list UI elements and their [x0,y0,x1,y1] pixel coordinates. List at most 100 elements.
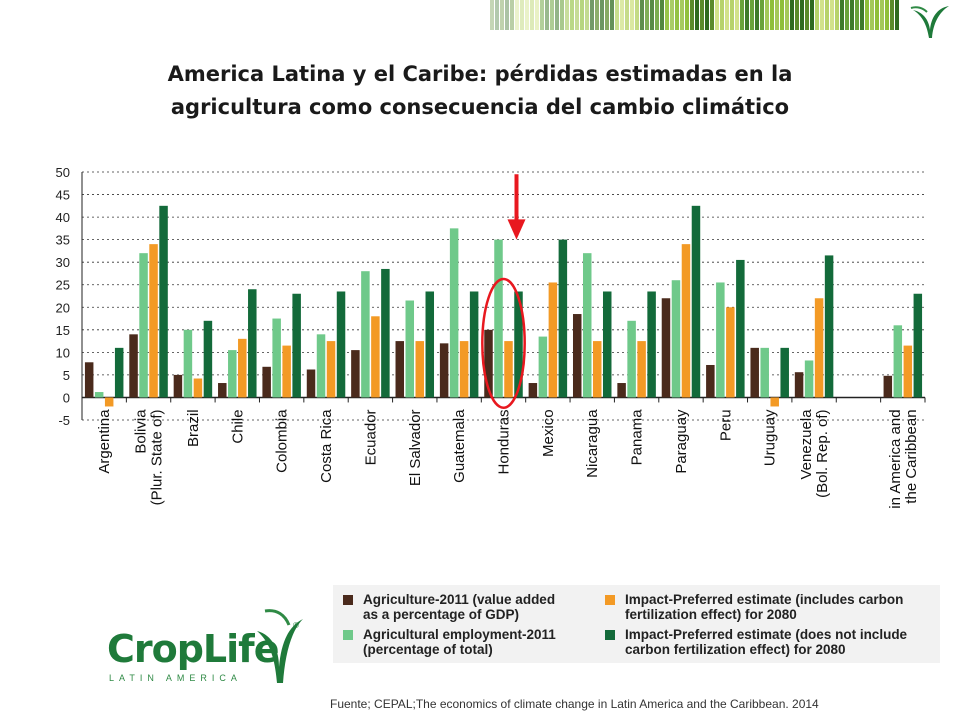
band-stripe [645,0,649,30]
bar-agri-gdp [439,343,449,398]
band-stripe [650,0,654,30]
x-tick-label: Argentina [96,409,113,474]
bar-impact-cf [326,341,336,398]
bar-agri-gdp [173,374,183,398]
x-tick-label: Paraguay [673,409,690,474]
bar-impact-nocf [647,291,656,398]
highlight-arrow-head [507,219,526,240]
y-tick-label: 15 [56,323,70,338]
bar-impact-cf [282,345,291,398]
band-stripe [625,0,629,30]
x-tick-label: Peru [717,409,734,441]
bar-agri-gdp [572,314,582,398]
bar-agri-gdp [395,341,405,398]
band-stripe [490,0,494,30]
y-tick-label: -5 [58,413,70,428]
y-tick-label: 35 [56,233,70,248]
chart-title: America Latina y el Caribe: pérdidas est… [167,62,793,119]
bar-impact-nocf [780,347,789,398]
band-stripe [710,0,714,30]
bar-impact-cf [637,341,646,398]
bar-agri-gdp [306,369,316,398]
band-stripe [885,0,889,30]
band-stripe [630,0,634,30]
bar-agri-gdp [84,362,94,398]
bar-impact-cf [681,244,691,398]
band-stripe [655,0,659,30]
band-stripe [580,0,584,30]
band-stripe [785,0,789,30]
bar-agri-emp [716,282,725,398]
x-tick-label: Colombia [274,409,291,473]
band-stripe [660,0,664,30]
band-stripe [550,0,554,30]
band-stripe [595,0,599,30]
band-stripe [520,0,524,30]
legend-label: Impact-Preferred estimate (does not incl… [625,627,908,657]
top-decorative-band [490,0,899,30]
band-stripe [810,0,814,30]
legend-swatch [605,630,615,640]
band-stripe [705,0,709,30]
band-stripe [830,0,834,30]
band-stripe [585,0,589,30]
chart-legend: Agriculture-2011 (value added as a perce… [333,585,940,663]
band-stripe [570,0,574,30]
bar-impact-cf [193,378,203,398]
band-stripe [750,0,754,30]
bar-agri-emp [893,325,903,398]
band-stripe [500,0,504,30]
band-stripe [755,0,759,30]
band-stripe [895,0,899,30]
bar-impact-nocf [336,291,346,398]
band-stripe [600,0,604,30]
band-stripe [615,0,619,30]
bar-agri-gdp [706,364,715,398]
bar-agri-emp [671,280,681,398]
bar-agri-emp [94,392,104,398]
bar-impact-cf [104,397,114,407]
band-stripe [700,0,704,30]
x-tick-label: Mexico [540,409,557,457]
band-stripe [775,0,779,30]
leaf-icon [910,6,949,38]
y-tick-label: 0 [63,390,70,405]
bar-agri-gdp [262,366,271,398]
legend-swatch [343,595,353,605]
band-stripe [685,0,689,30]
band-stripe [865,0,869,30]
bar-impact-nocf [381,268,390,398]
bar-agri-emp [449,228,459,398]
y-tick-label: 5 [63,368,70,383]
y-tick-label: 25 [56,278,70,293]
band-stripe [665,0,669,30]
bar-agri-emp [316,334,326,398]
band-stripe [870,0,874,30]
logo-registered: ® [293,621,299,630]
band-stripe [535,0,539,30]
y-tick-label: 20 [56,300,70,315]
band-stripe [745,0,749,30]
x-tick-label: Costa Rica [318,409,335,483]
bar-agri-gdp [351,350,360,398]
band-stripe [840,0,844,30]
bar-agri-gdp [794,372,804,398]
band-stripe [605,0,609,30]
bar-agri-emp [760,347,769,398]
x-tick-label: Chile [229,409,246,443]
bar-impact-nocf [602,291,612,398]
bar-impact-cf [459,341,469,398]
legend-swatch [343,630,353,640]
bar-impact-nocf [469,291,479,398]
bar-impact-nocf [425,291,435,398]
band-stripe [620,0,624,30]
x-tick-label: Brazil [185,409,202,447]
band-stripe [780,0,784,30]
croplife-leaf-icon [257,609,303,683]
legend-item-impact-nocf: Impact-Preferred estimate (does not incl… [605,627,907,657]
bar-impact-cf [238,338,247,398]
bar-agri-gdp [750,347,759,398]
band-stripe [795,0,799,30]
band-stripe [515,0,519,30]
